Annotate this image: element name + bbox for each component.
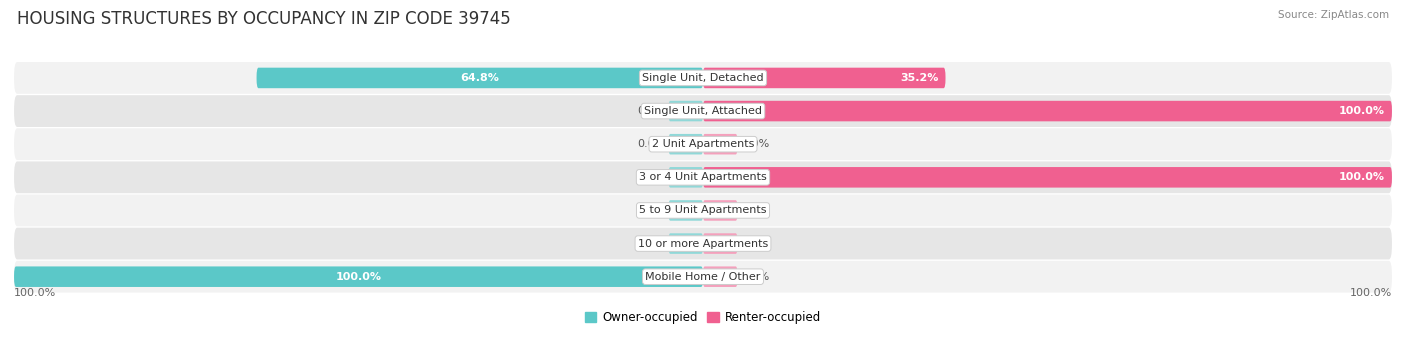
FancyBboxPatch shape — [669, 134, 703, 154]
Text: 0.0%: 0.0% — [637, 106, 665, 116]
FancyBboxPatch shape — [14, 266, 703, 287]
Text: 35.2%: 35.2% — [900, 73, 939, 83]
Text: 0.0%: 0.0% — [741, 239, 769, 249]
FancyBboxPatch shape — [14, 128, 1392, 160]
FancyBboxPatch shape — [14, 95, 1392, 127]
FancyBboxPatch shape — [703, 266, 738, 287]
Text: 0.0%: 0.0% — [637, 172, 665, 182]
Text: 100.0%: 100.0% — [1339, 106, 1385, 116]
Text: 0.0%: 0.0% — [741, 139, 769, 149]
FancyBboxPatch shape — [669, 101, 703, 121]
Text: Mobile Home / Other: Mobile Home / Other — [645, 272, 761, 282]
FancyBboxPatch shape — [703, 167, 1392, 188]
FancyBboxPatch shape — [703, 68, 945, 88]
FancyBboxPatch shape — [703, 101, 1392, 121]
FancyBboxPatch shape — [256, 68, 703, 88]
Text: 100.0%: 100.0% — [14, 288, 56, 298]
FancyBboxPatch shape — [14, 161, 1392, 193]
Text: 2 Unit Apartments: 2 Unit Apartments — [652, 139, 754, 149]
Text: Source: ZipAtlas.com: Source: ZipAtlas.com — [1278, 10, 1389, 20]
Text: 0.0%: 0.0% — [741, 205, 769, 216]
FancyBboxPatch shape — [14, 195, 1392, 226]
Legend: Owner-occupied, Renter-occupied: Owner-occupied, Renter-occupied — [579, 307, 827, 329]
Text: Single Unit, Detached: Single Unit, Detached — [643, 73, 763, 83]
FancyBboxPatch shape — [669, 233, 703, 254]
FancyBboxPatch shape — [669, 167, 703, 188]
Text: 10 or more Apartments: 10 or more Apartments — [638, 239, 768, 249]
Text: 0.0%: 0.0% — [637, 205, 665, 216]
FancyBboxPatch shape — [703, 134, 738, 154]
Text: 100.0%: 100.0% — [1339, 172, 1385, 182]
Text: 100.0%: 100.0% — [1350, 288, 1392, 298]
FancyBboxPatch shape — [14, 261, 1392, 293]
FancyBboxPatch shape — [14, 62, 1392, 94]
Text: 3 or 4 Unit Apartments: 3 or 4 Unit Apartments — [640, 172, 766, 182]
FancyBboxPatch shape — [14, 228, 1392, 260]
Text: 100.0%: 100.0% — [336, 272, 381, 282]
Text: 64.8%: 64.8% — [460, 73, 499, 83]
FancyBboxPatch shape — [703, 233, 738, 254]
FancyBboxPatch shape — [703, 200, 738, 221]
Text: Single Unit, Attached: Single Unit, Attached — [644, 106, 762, 116]
Text: HOUSING STRUCTURES BY OCCUPANCY IN ZIP CODE 39745: HOUSING STRUCTURES BY OCCUPANCY IN ZIP C… — [17, 10, 510, 28]
Text: 0.0%: 0.0% — [741, 272, 769, 282]
Text: 0.0%: 0.0% — [637, 139, 665, 149]
Text: 0.0%: 0.0% — [637, 239, 665, 249]
Text: 5 to 9 Unit Apartments: 5 to 9 Unit Apartments — [640, 205, 766, 216]
FancyBboxPatch shape — [669, 200, 703, 221]
